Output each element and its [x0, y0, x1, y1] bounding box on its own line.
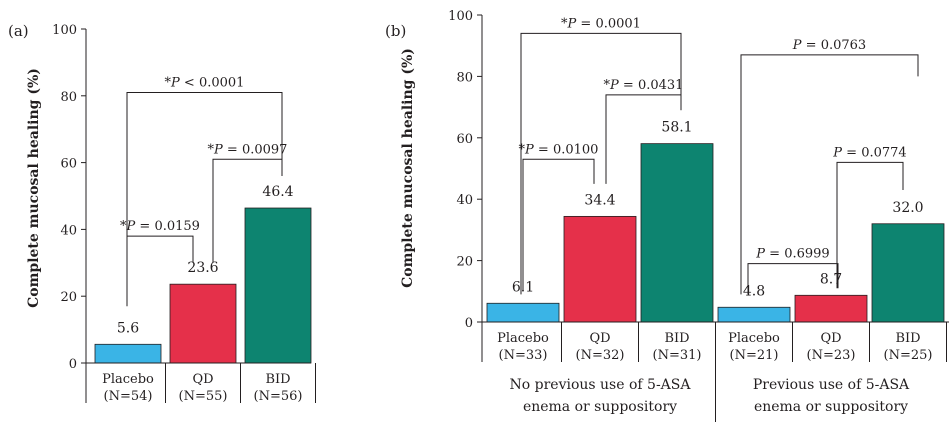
panel-b-group-labels: No previous use of 5-ASA enema or supposi…	[510, 377, 911, 415]
panel-b-ylabel: Complete mucosal healing (%)	[400, 48, 416, 288]
a-value-label: 23.6	[187, 260, 218, 276]
b-significance-bracket	[522, 158, 595, 292]
panel-a-label: (a)	[8, 22, 29, 40]
group-label-line1: Previous use of 5-ASA	[753, 377, 910, 393]
panel-b-brackets: *P = 0.0100 *P = 0.0431 *P = 0.0001 P = 0.6…	[519, 16, 919, 295]
a-value-label: 46.4	[262, 184, 293, 200]
b-category-label: Placebo	[728, 331, 780, 346]
b-significance-bracket	[740, 54, 919, 295]
panel-a-y-ticks: 0 20 40 60 80 100	[52, 23, 86, 372]
a-y-tick-label: 0	[69, 357, 77, 372]
b-significance-bracket	[747, 263, 839, 295]
b-category-n: (N=25)	[884, 348, 933, 363]
panel-b-categories: Placebo (N=33) QD (N=32) BID (N=31) Placebo (N=…	[481, 322, 947, 422]
a-category-n: (N=54)	[104, 389, 153, 404]
a-category-label: Placebo	[102, 372, 154, 387]
b-bar	[486, 302, 560, 323]
b-value-label: 8.7	[820, 271, 842, 287]
b-value-label: 58.1	[661, 120, 692, 136]
a-significance-bracket	[126, 91, 283, 307]
b-category-n: (N=23)	[807, 348, 856, 363]
b-category-label: BID	[664, 331, 689, 346]
b-category-n: (N=32)	[576, 348, 625, 363]
b-y-tick-label: 20	[456, 255, 473, 270]
a-category-label: BID	[265, 372, 290, 387]
panel-b-bars	[486, 143, 945, 323]
a-y-tick-label: 100	[52, 23, 77, 38]
b-category-n: (N=21)	[730, 348, 779, 363]
panel-a-categories: Placebo (N=54) QD (N=55) BID (N=56)	[85, 363, 316, 404]
b-category-label: BID	[895, 331, 920, 346]
b-bar	[563, 215, 637, 323]
a-bar	[169, 283, 237, 364]
panel-a-bars	[94, 207, 312, 364]
panel-a-ylabel: Complete mucosal healing (%)	[26, 68, 42, 308]
a-p-value-label: *P < 0.0001	[165, 75, 245, 90]
b-p-value-label: P = 0.0763	[792, 38, 866, 53]
b-p-value-label: *P = 0.0431	[604, 78, 684, 93]
b-y-tick-label: 0	[465, 316, 473, 331]
panel-a: (a) Complete mucosal healing (%) 0 20 40 60…	[8, 22, 316, 404]
b-bar	[640, 143, 714, 323]
a-y-tick-label: 80	[60, 90, 77, 105]
b-category-n: (N=31)	[653, 348, 702, 363]
b-value-label: 34.4	[584, 192, 615, 208]
b-p-value-label: *P = 0.0100	[519, 142, 599, 157]
a-bar	[94, 343, 162, 364]
a-y-tick-label: 40	[60, 223, 77, 238]
b-p-value-label: P = 0.0774	[832, 145, 906, 160]
b-category-label: QD	[820, 331, 841, 346]
a-p-value-label: *P = 0.0159	[120, 219, 200, 234]
b-p-value-label: *P = 0.0001	[561, 16, 641, 31]
b-bar	[794, 294, 868, 323]
b-y-tick-label: 60	[456, 132, 473, 147]
b-p-value-label: P = 0.6999	[755, 247, 829, 262]
b-value-label: 32.0	[892, 200, 923, 216]
b-bar	[717, 306, 791, 323]
panel-b-y-ticks: 0 20 40 60 80 100	[448, 9, 482, 331]
b-category-label: Placebo	[497, 331, 549, 346]
a-category-n: (N=55)	[179, 389, 228, 404]
panel-b-label: (b)	[385, 22, 406, 40]
a-category-label: QD	[192, 372, 213, 387]
b-category-label: QD	[589, 331, 610, 346]
group-label-line2: enema or suppository	[523, 399, 677, 415]
group-label-line1: No previous use of 5-ASA	[510, 377, 692, 393]
a-y-tick-label: 60	[60, 157, 77, 172]
a-p-value-label: *P = 0.0097	[208, 142, 288, 157]
b-y-tick-label: 80	[456, 70, 473, 85]
panel-a-value-labels: 5.6 23.6 46.4	[117, 184, 294, 336]
b-y-tick-label: 40	[456, 193, 473, 208]
group-label-line2: enema or suppository	[754, 399, 908, 415]
b-y-tick-label: 100	[448, 9, 473, 24]
b-value-label: 4.8	[743, 283, 765, 299]
a-category-n: (N=56)	[254, 389, 303, 404]
b-significance-bracket	[836, 161, 904, 289]
b-category-n: (N=33)	[499, 348, 548, 363]
panel-b: (b) Complete mucosal healing (%) 0 20 40 60…	[385, 9, 949, 422]
a-value-label: 5.6	[117, 320, 139, 336]
b-significance-bracket	[520, 32, 682, 295]
panel-a-brackets: *P = 0.0159 *P = 0.0097 *P < 0.0001	[120, 75, 288, 307]
b-bar	[871, 223, 945, 323]
a-y-tick-label: 20	[60, 290, 77, 305]
a-bar	[244, 207, 312, 364]
